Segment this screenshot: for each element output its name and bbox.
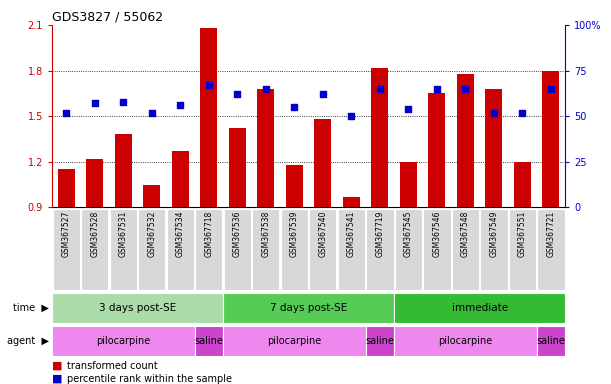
Text: ■: ■ [52,361,62,371]
Text: GSM367532: GSM367532 [147,211,156,257]
Bar [480,209,508,290]
Text: GSM367546: GSM367546 [433,211,441,257]
Bar [143,185,160,207]
Text: GSM367721: GSM367721 [546,211,555,257]
Point [119,98,128,104]
Bar [53,209,80,290]
Bar [314,119,331,207]
Bar [366,209,393,290]
Point [290,104,299,110]
Text: ■: ■ [52,374,62,384]
Bar [509,209,536,290]
Point [318,91,327,97]
Bar [457,74,474,207]
Bar [195,209,222,290]
Text: GSM367718: GSM367718 [204,211,213,257]
Text: GSM367539: GSM367539 [290,211,299,257]
Point [175,102,185,108]
Text: GSM367549: GSM367549 [489,211,499,257]
Bar [229,128,246,207]
Text: saline: saline [194,336,223,346]
Bar [252,209,279,290]
Text: pilocarpine: pilocarpine [96,336,150,346]
Bar [485,89,502,207]
Bar [52,293,223,323]
Bar [338,209,365,290]
Bar [223,326,365,356]
Text: GDS3827 / 55062: GDS3827 / 55062 [52,11,163,24]
Bar [286,165,303,207]
Bar [343,197,360,207]
Bar [452,209,479,290]
Bar [138,209,166,290]
Text: percentile rank within the sample: percentile rank within the sample [67,374,232,384]
Text: 7 days post-SE: 7 days post-SE [270,303,347,313]
Point [489,109,499,116]
Point [147,109,156,116]
Point [232,91,242,97]
Point [375,86,385,92]
Text: GSM367540: GSM367540 [318,211,327,257]
Bar [194,326,223,356]
Bar [365,326,394,356]
Point [61,109,71,116]
Point [403,106,413,112]
Text: transformed count: transformed count [67,361,158,371]
Bar [223,293,394,323]
Text: agent  ▶: agent ▶ [7,336,49,346]
Bar [280,209,308,290]
Text: saline: saline [365,336,394,346]
Bar [536,326,565,356]
Bar [52,326,194,356]
Text: pilocarpine: pilocarpine [267,336,321,346]
Bar [115,134,132,207]
Text: GSM367551: GSM367551 [518,211,527,257]
Point [261,86,271,92]
Point [432,86,442,92]
Bar [514,162,531,207]
Text: saline: saline [536,336,565,346]
Bar [57,169,75,207]
Bar [309,209,337,290]
Bar [257,89,274,207]
Bar [537,209,565,290]
Bar [81,209,108,290]
Bar [86,159,103,207]
Text: 3 days post-SE: 3 days post-SE [99,303,176,313]
Bar [394,326,536,356]
Bar [172,151,189,207]
Text: time  ▶: time ▶ [13,303,49,313]
Text: GSM367528: GSM367528 [90,211,99,257]
Bar [371,68,389,207]
Point [90,100,100,106]
Point [204,82,214,88]
Text: immediate: immediate [452,303,508,313]
Text: GSM367545: GSM367545 [404,211,413,257]
Bar [224,209,251,290]
Text: GSM367541: GSM367541 [347,211,356,257]
Text: GSM367527: GSM367527 [62,211,71,257]
Text: GSM367719: GSM367719 [375,211,384,257]
Point [518,109,527,116]
Text: GSM367536: GSM367536 [233,211,242,257]
Point [461,86,470,92]
Bar [543,71,560,207]
Bar [394,293,565,323]
Point [346,113,356,119]
Bar [109,209,137,290]
Bar [423,209,450,290]
Bar [167,209,194,290]
Bar [400,162,417,207]
Bar [200,28,218,207]
Text: GSM367534: GSM367534 [176,211,185,257]
Text: GSM367548: GSM367548 [461,211,470,257]
Text: pilocarpine: pilocarpine [438,336,492,346]
Bar [395,209,422,290]
Text: GSM367531: GSM367531 [119,211,128,257]
Point [546,86,556,92]
Bar [428,93,445,207]
Text: GSM367538: GSM367538 [262,211,270,257]
